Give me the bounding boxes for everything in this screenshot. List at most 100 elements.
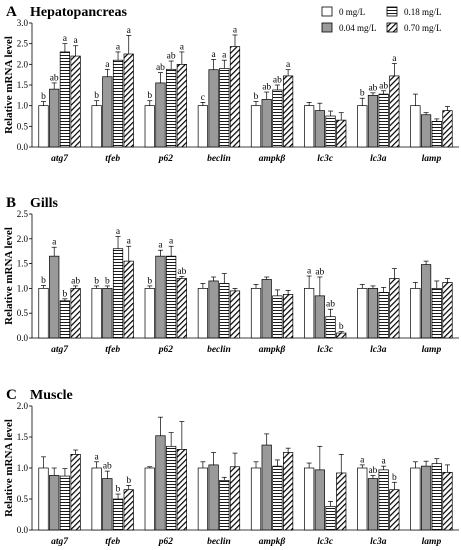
legend-label: 0.04 mg/L (339, 23, 377, 33)
bar (229, 466, 241, 531)
legend-label: 0 mg/L (339, 7, 365, 17)
significance-label: ab (262, 83, 271, 93)
x-tick-label: ampkβ (259, 154, 286, 164)
y-tick-label: 0.0 (17, 525, 29, 535)
bar (250, 467, 262, 531)
bar (208, 464, 219, 531)
bar (166, 445, 177, 531)
x-tick-label: lamp (422, 154, 442, 164)
bar (442, 110, 453, 148)
significance-label: a (222, 51, 227, 61)
significance-label: a (211, 50, 216, 60)
bar (410, 467, 421, 531)
significance-label: a (74, 36, 79, 46)
significance-label: b (126, 476, 131, 486)
x-tick-label: p62 (158, 154, 174, 164)
panel-title: Gills (30, 196, 59, 211)
legend-label: 0.18 mg/L (404, 7, 442, 17)
bar (272, 465, 283, 531)
bar (410, 288, 421, 339)
significance-label: a (95, 452, 100, 462)
x-tick-label: lc3a (370, 345, 387, 355)
legend-swatch (321, 6, 333, 17)
bar (314, 469, 325, 531)
bar (336, 472, 347, 531)
bar (272, 89, 283, 148)
significance-label: a (233, 25, 238, 35)
bar (219, 480, 230, 531)
bar (49, 88, 60, 148)
bar (357, 105, 368, 148)
bar (304, 467, 315, 531)
y-tick-label: 2.0 (17, 401, 29, 411)
x-tick-label: atg7 (51, 345, 69, 355)
y-axis-label: Relative mRNA level (3, 419, 15, 517)
panel-letter: C (6, 387, 17, 403)
significance-label: ab (50, 73, 59, 83)
bar (112, 59, 124, 148)
bar (272, 295, 283, 339)
significance-label: a (158, 241, 163, 251)
panel-letter: B (6, 195, 16, 211)
y-tick-label: 0.5 (17, 308, 29, 318)
legend: 0 mg/L 0.18 mg/L 0.04 mg/L 0.70 mg/L (321, 6, 442, 33)
bar (250, 105, 262, 148)
y-axis-label: Relative mRNA level (3, 227, 15, 325)
significance-label: b (94, 91, 99, 101)
bar (420, 465, 432, 531)
bar (144, 105, 155, 148)
y-tick-label: 1.0 (17, 463, 29, 473)
significance-label: a (307, 267, 312, 277)
bar (325, 316, 336, 339)
bar (144, 467, 155, 531)
significance-label: ab (167, 52, 176, 62)
y-tick-label: 0.5 (17, 121, 29, 131)
bar (389, 75, 400, 148)
bar (261, 279, 272, 339)
bar (49, 475, 60, 531)
bar (420, 264, 432, 339)
bar (166, 68, 177, 148)
bar (59, 51, 71, 148)
y-tick-label: 1.5 (17, 80, 29, 90)
x-tick-label: lc3c (317, 537, 334, 547)
bar (229, 290, 241, 339)
y-tick-label: 1.0 (17, 101, 29, 111)
bar (431, 121, 442, 148)
bar (325, 506, 336, 531)
bar (229, 46, 241, 148)
bar (410, 105, 421, 148)
bar (378, 292, 389, 339)
x-tick-label: p62 (158, 345, 174, 355)
significance-label: ab (177, 267, 186, 277)
significance-label: ab (315, 267, 324, 277)
bar (219, 68, 230, 148)
bar (304, 105, 315, 148)
y-tick-label: 1.0 (17, 283, 29, 293)
bar (389, 278, 400, 339)
bar (102, 76, 113, 148)
significance-label: a (180, 42, 185, 52)
significance-label: ab (326, 300, 335, 310)
significance-label: b (339, 322, 344, 332)
bar (336, 119, 347, 148)
bar (91, 467, 102, 531)
x-tick-label: ampkβ (259, 345, 286, 355)
bar (357, 467, 368, 531)
significance-label: a (127, 237, 132, 247)
bar (59, 475, 71, 531)
significance-label: ab (273, 76, 282, 86)
significance-label: ab (368, 83, 377, 93)
bar (208, 69, 219, 148)
y-tick-label: 2.5 (17, 39, 29, 49)
significance-label: a (286, 60, 291, 70)
bar (176, 278, 187, 339)
bar (59, 300, 71, 339)
bar (357, 288, 368, 339)
bar (283, 75, 294, 148)
x-tick-label: lc3a (370, 537, 387, 547)
bar (378, 469, 389, 531)
bar (49, 255, 60, 339)
